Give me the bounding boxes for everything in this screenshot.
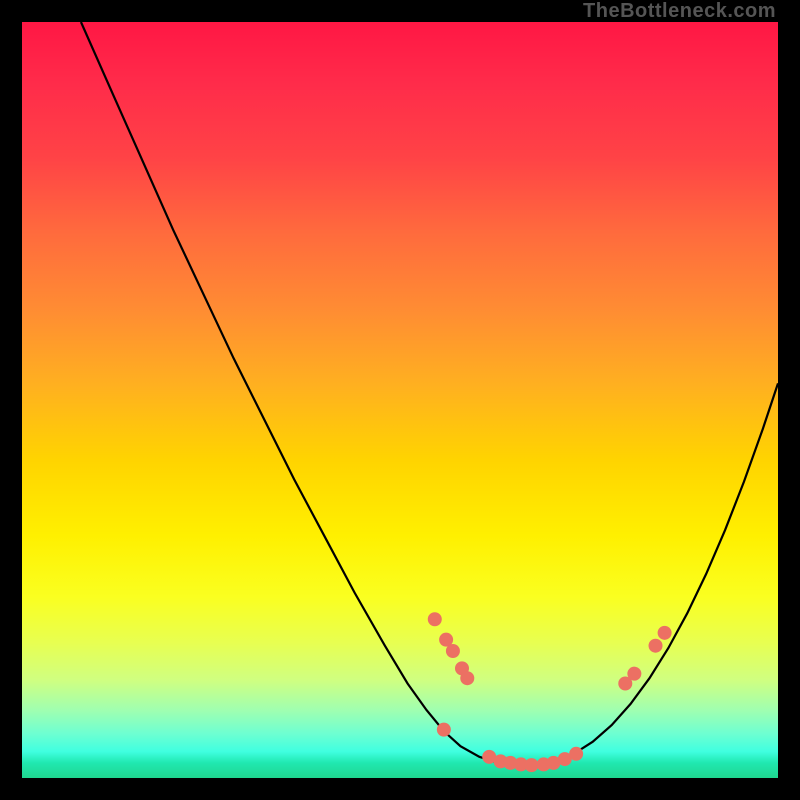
scatter-point — [460, 671, 474, 685]
watermark-text: TheBottleneck.com — [583, 0, 776, 23]
scatter-point — [569, 747, 583, 761]
chart-plot-area — [22, 22, 778, 778]
scatter-point — [428, 612, 442, 626]
scatter-point — [649, 639, 663, 653]
bottleneck-curve — [81, 22, 778, 765]
scatter-point — [446, 644, 460, 658]
chart-overlay — [22, 22, 778, 778]
scatter-point — [525, 758, 539, 772]
scatter-point — [658, 626, 672, 640]
scatter-point — [437, 723, 451, 737]
scatter-point — [627, 667, 641, 681]
